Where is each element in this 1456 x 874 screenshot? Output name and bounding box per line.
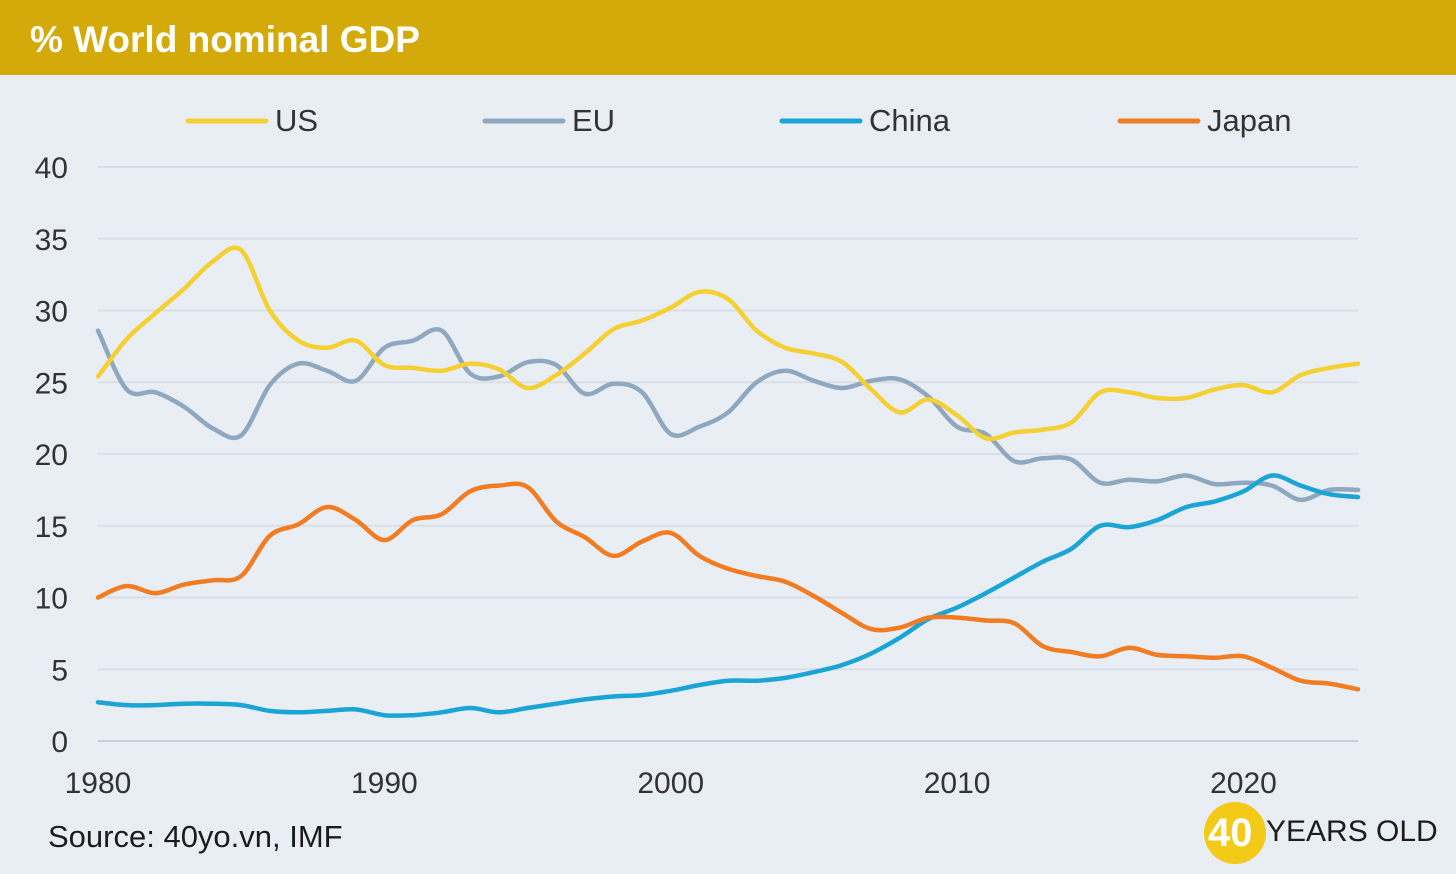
x-tick-label: 2020: [1210, 767, 1277, 800]
legend: US EU China Japan: [185, 103, 1291, 138]
y-tick-label: 15: [35, 511, 68, 544]
grid-lines: [98, 166, 1358, 742]
series-lines: [95, 245, 1361, 718]
legend-item-japan: Japan: [1117, 103, 1291, 138]
x-tick-label: 2000: [637, 767, 704, 800]
legend-item-china: China: [779, 103, 951, 138]
legend-label: US: [275, 103, 318, 138]
series-line-china: [95, 473, 1361, 718]
legend-label: China: [869, 103, 951, 138]
source-note: Source: 40yo.vn, IMF: [48, 819, 343, 854]
legend-item-eu: EU: [482, 103, 615, 138]
y-tick-label: 35: [35, 224, 68, 257]
y-tick-label: 20: [35, 439, 68, 472]
title-bar: % World nominal GDP: [0, 0, 1456, 75]
series-line-eu: [95, 327, 1361, 503]
y-tick-label: 5: [51, 654, 68, 687]
y-tick-label: 25: [35, 367, 68, 400]
logo-number: 40: [1208, 811, 1253, 855]
chart-title: % World nominal GDP: [30, 19, 420, 60]
x-tick-label: 2010: [924, 767, 991, 800]
y-tick-label: 10: [35, 583, 68, 616]
y-tick-label: 0: [51, 726, 68, 759]
logo-circle: [1204, 802, 1266, 864]
legend-item-us: US: [185, 103, 318, 138]
series-line-japan: [95, 481, 1361, 692]
series-line-us: [95, 245, 1361, 442]
y-tick-label: 30: [35, 296, 68, 329]
x-axis-ticks: 1980 1990 2000 2010 2020: [65, 767, 1277, 800]
y-tick-label: 40: [35, 152, 68, 185]
brand-logo: 40 YEARS OLD: [1204, 802, 1444, 864]
legend-label: EU: [572, 103, 615, 138]
legend-label: Japan: [1207, 103, 1291, 138]
x-tick-label: 1990: [351, 767, 418, 800]
y-axis-ticks: 0 5 10 15 20 25 30 35 40: [35, 152, 68, 759]
logo-text: YEARS OLD: [1266, 815, 1438, 848]
x-tick-label: 1980: [65, 767, 132, 800]
